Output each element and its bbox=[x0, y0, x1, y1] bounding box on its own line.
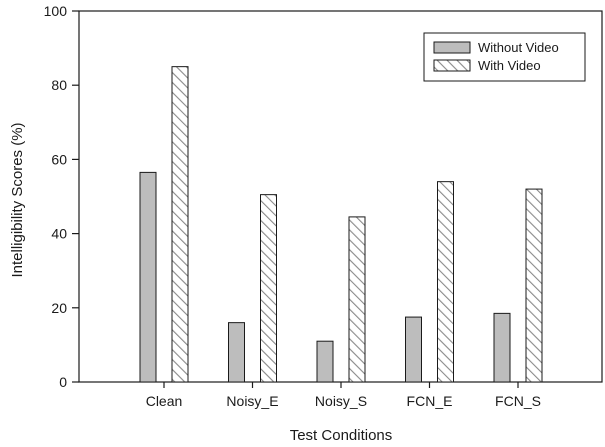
bar-with-video bbox=[525, 188, 543, 383]
x-tick-label: Noisy_S bbox=[315, 393, 367, 409]
bar-without-video bbox=[316, 340, 334, 383]
bar-with-video bbox=[348, 216, 366, 383]
y-tick-label: 40 bbox=[51, 226, 67, 242]
y-axis: 0 20 40 60 80 100 bbox=[44, 3, 79, 390]
y-tick-label: 100 bbox=[44, 3, 68, 19]
legend-swatch bbox=[433, 41, 471, 54]
bar-without-video bbox=[139, 171, 157, 383]
x-tick-label: FCN_S bbox=[495, 393, 541, 409]
bar-with-video bbox=[260, 194, 277, 383]
bar-without-video bbox=[405, 316, 422, 383]
legend-swatch bbox=[433, 59, 471, 72]
bars-group bbox=[139, 66, 543, 383]
bar-with-video bbox=[171, 66, 189, 383]
legend: Without Video With Video bbox=[423, 32, 586, 82]
x-tick-label: Clean bbox=[146, 393, 183, 409]
x-axis: Clean Noisy_E Noisy_S FCN_E FCN_S bbox=[146, 382, 541, 409]
legend-label: With Video bbox=[478, 58, 541, 73]
bar-without-video bbox=[493, 312, 511, 383]
bar-without-video bbox=[228, 322, 245, 383]
y-tick-label: 20 bbox=[51, 300, 67, 316]
legend-box bbox=[423, 32, 586, 82]
y-tick-label: 0 bbox=[59, 374, 67, 390]
x-tick-label: Noisy_E bbox=[226, 393, 278, 409]
legend-label: Without Video bbox=[478, 40, 559, 55]
bar-with-video bbox=[437, 181, 454, 383]
y-axis-label: Intelligibility Scores (%) bbox=[9, 122, 26, 277]
y-tick-label: 80 bbox=[51, 77, 67, 93]
x-axis-label: Test Conditions bbox=[290, 427, 393, 444]
x-tick-label: FCN_E bbox=[407, 393, 453, 409]
y-tick-label: 60 bbox=[51, 151, 67, 167]
